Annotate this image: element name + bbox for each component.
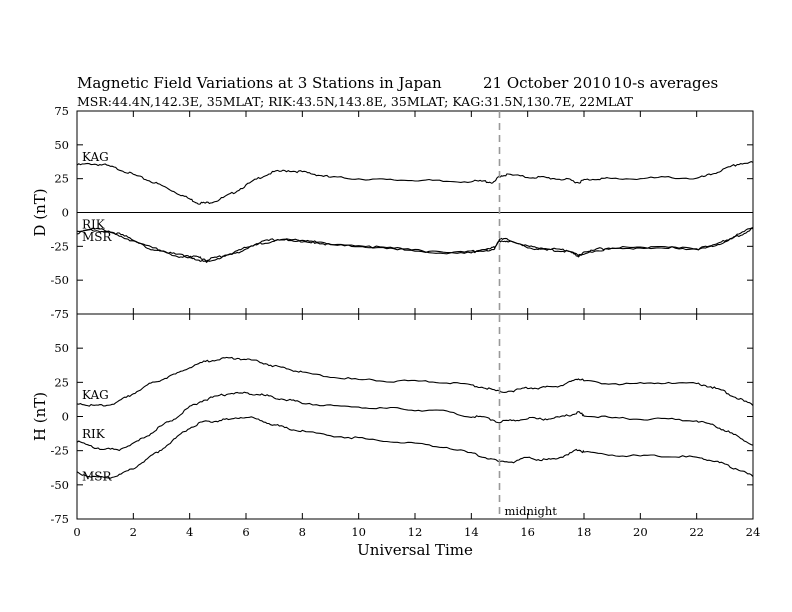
x-axis-label: Universal Time bbox=[357, 541, 473, 559]
y-tick-label: -50 bbox=[50, 273, 69, 287]
series-line-D-msr bbox=[76, 227, 754, 264]
x-tick-label: 4 bbox=[186, 525, 193, 539]
y-axis-label: D (nT) bbox=[31, 188, 49, 236]
series-label-H-msr: MSR bbox=[82, 470, 113, 484]
chart-averaging: 10-s averages bbox=[613, 74, 718, 92]
series-line-H-rik bbox=[76, 391, 754, 452]
chart-date: 21 October 2010 bbox=[483, 74, 611, 92]
x-tick-label: 6 bbox=[242, 525, 249, 539]
y-tick-label: 75 bbox=[54, 104, 69, 118]
x-tick-label: 14 bbox=[464, 525, 479, 539]
x-tick-label: 20 bbox=[633, 525, 648, 539]
x-tick-label: 24 bbox=[746, 525, 761, 539]
y-tick-label: -25 bbox=[50, 444, 69, 458]
series-line-D-kag bbox=[76, 160, 754, 205]
y-tick-label: -25 bbox=[50, 239, 69, 253]
station-coordinates: MSR:44.4N,142.3E, 35MLAT; RIK:43.5N,143.… bbox=[77, 94, 634, 109]
x-tick-label: 18 bbox=[577, 525, 592, 539]
x-tick-label: 16 bbox=[520, 525, 535, 539]
y-tick-label: 50 bbox=[54, 138, 69, 152]
x-tick-label: 22 bbox=[689, 525, 704, 539]
x-tick-label: 2 bbox=[130, 525, 137, 539]
y-tick-label: -75 bbox=[50, 512, 69, 526]
series-line-H-msr bbox=[76, 416, 754, 479]
series-label-H-rik: RIK bbox=[82, 427, 106, 441]
y-axis-label: H (nT) bbox=[31, 392, 49, 441]
series-label-H-kag: KAG bbox=[82, 388, 109, 402]
y-tick-label: 50 bbox=[54, 341, 69, 355]
series-label-D-kag: KAG bbox=[82, 150, 109, 164]
y-tick-label: -50 bbox=[50, 478, 69, 492]
y-tick-label: 25 bbox=[54, 375, 69, 389]
x-tick-label: 10 bbox=[351, 525, 366, 539]
series-label-D-rik: RIK bbox=[82, 217, 106, 231]
series-line-H-kag bbox=[76, 356, 754, 407]
x-tick-label: 0 bbox=[73, 525, 80, 539]
panel-H: -75 -50 -25 0 25 50 H (nT) KAG RIK MSR bbox=[31, 313, 754, 526]
series-line-D-rik bbox=[76, 226, 754, 262]
y-tick-label: 0 bbox=[62, 206, 69, 220]
y-tick-label: -75 bbox=[50, 307, 69, 321]
midnight-label: midnight bbox=[505, 504, 558, 518]
y-tick-label: 0 bbox=[62, 410, 69, 424]
x-tick-label: 8 bbox=[299, 525, 306, 539]
series-label-D-msr: MSR bbox=[82, 230, 113, 244]
x-tick-label: 12 bbox=[408, 525, 423, 539]
chart-title: Magnetic Field Variations at 3 Stations … bbox=[77, 74, 442, 92]
y-tick-label: 25 bbox=[54, 172, 69, 186]
